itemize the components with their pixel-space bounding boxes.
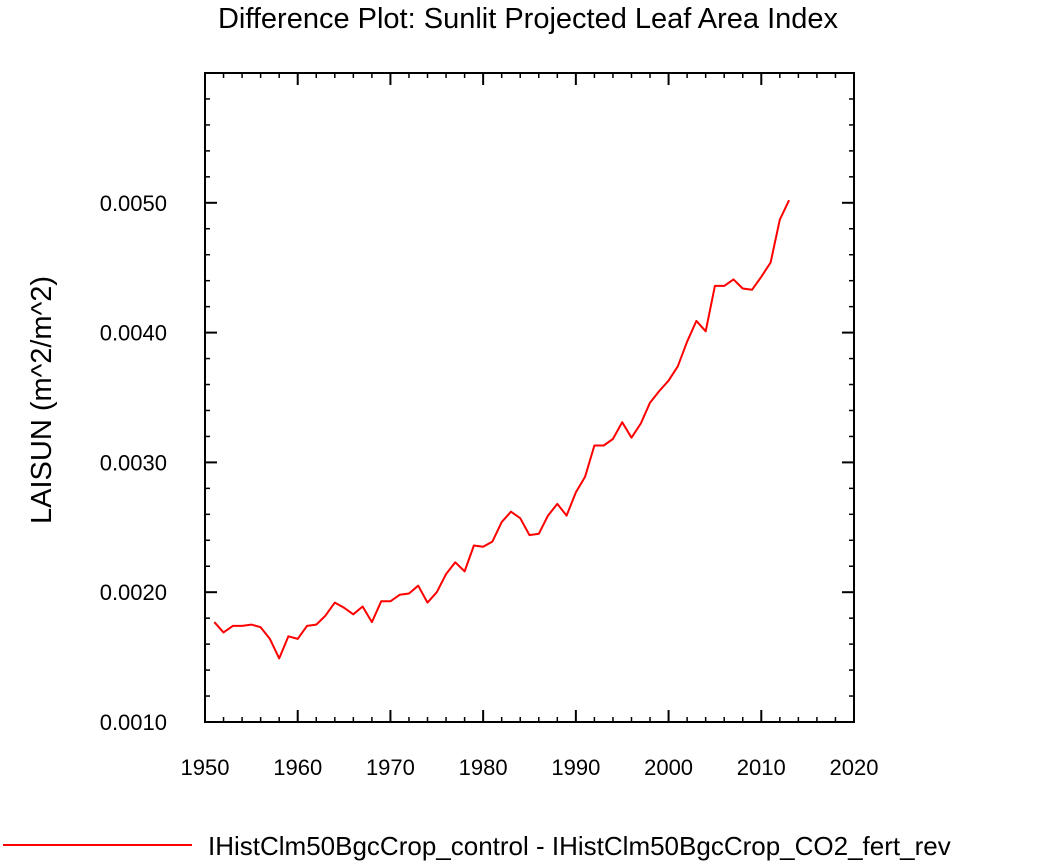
plot-frame (204, 72, 855, 723)
x-tick-label: 1960 (273, 755, 322, 780)
y-axis-label: LAISUN (m^2/m^2) (26, 276, 58, 524)
y-tick-labels: 0.0010 0.0020 0.0030 0.0040 0.0050 (100, 191, 167, 735)
legend: IHistClm50BgcCrop_control - IHistClm50Bg… (3, 831, 951, 861)
x-tick-label: 1980 (459, 755, 508, 780)
x-tick-labels: 1950 1960 1970 1980 1990 2000 2010 2020 (181, 755, 879, 780)
legend-label: IHistClm50BgcCrop_control - IHistClm50Bg… (208, 831, 951, 861)
y-tick-label: 0.0020 (100, 580, 167, 605)
y-tick-label: 0.0040 (100, 321, 167, 346)
y-tick-label: 0.0030 (100, 450, 167, 475)
x-tick-label: 2010 (737, 755, 786, 780)
series-line (213, 199, 791, 660)
x-tick-label: 1970 (366, 755, 415, 780)
y-tick-label: 0.0010 (100, 710, 167, 735)
series-lines (213, 199, 791, 660)
minor-ticks (205, 73, 854, 722)
chart-title: Difference Plot: Sunlit Projected Leaf A… (218, 3, 839, 35)
x-tick-label: 2020 (830, 755, 879, 780)
x-tick-label: 1990 (551, 755, 600, 780)
y-tick-label: 0.0050 (100, 191, 167, 216)
x-tick-label: 1950 (181, 755, 230, 780)
x-tick-label: 2000 (644, 755, 693, 780)
major-ticks (204, 73, 855, 723)
